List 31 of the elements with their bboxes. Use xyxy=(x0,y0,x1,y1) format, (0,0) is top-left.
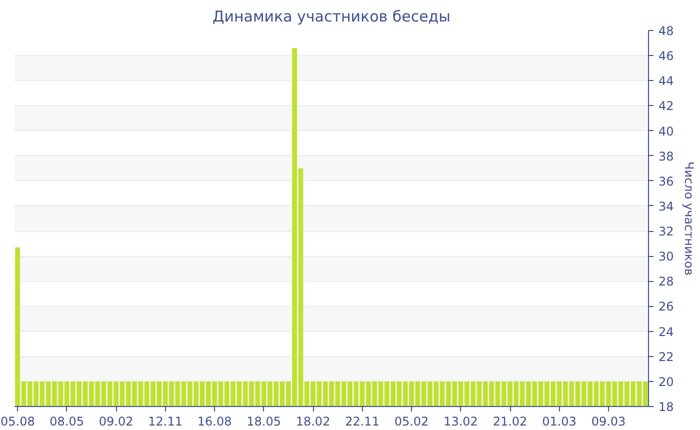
x-tick-label: 16.08 xyxy=(197,414,232,428)
y-tick-label: 26 xyxy=(658,300,674,314)
y-axis-title: Число участников xyxy=(682,162,696,276)
y-tick-label: 20 xyxy=(658,374,674,389)
y-tick-label: 28 xyxy=(658,274,674,289)
x-tick-label: 05.02 xyxy=(394,414,429,428)
y-tick-label: 24 xyxy=(658,324,674,339)
y-tick-label: 42 xyxy=(658,99,674,114)
x-tick-label: 21.02 xyxy=(492,414,528,428)
y-tick-label: 40 xyxy=(658,124,674,138)
y-tick-label: 18 xyxy=(658,400,674,414)
x-tick-label: 18.02 xyxy=(296,414,330,428)
y-tick-label: 30 xyxy=(658,250,674,264)
y-tick-label: 34 xyxy=(658,199,674,214)
y-tick-label: 22 xyxy=(658,350,674,364)
x-tick-label: 13.02 xyxy=(444,414,478,428)
x-tick-label: 08.05 xyxy=(50,414,84,428)
y-tick-label: 32 xyxy=(658,224,674,239)
y-tick-label: 46 xyxy=(658,49,674,64)
x-tick-label: 09.03 xyxy=(591,414,626,428)
x-tick-label: 01.03 xyxy=(542,414,576,428)
x-tick-label: 12.11 xyxy=(148,414,182,428)
y-tick-label: 36 xyxy=(658,174,674,188)
y-tick-label: 44 xyxy=(658,74,674,88)
chart-title: Динамика участников беседы xyxy=(212,8,451,26)
y-tick-label: 48 xyxy=(658,24,674,38)
x-tick-label: 22.11 xyxy=(345,414,380,428)
x-tick-label: 18.05 xyxy=(246,414,281,428)
x-tick-label: 05.08 xyxy=(0,414,35,428)
x-tick-label: 09.02 xyxy=(98,414,134,428)
y-tick-label: 38 xyxy=(658,149,674,164)
